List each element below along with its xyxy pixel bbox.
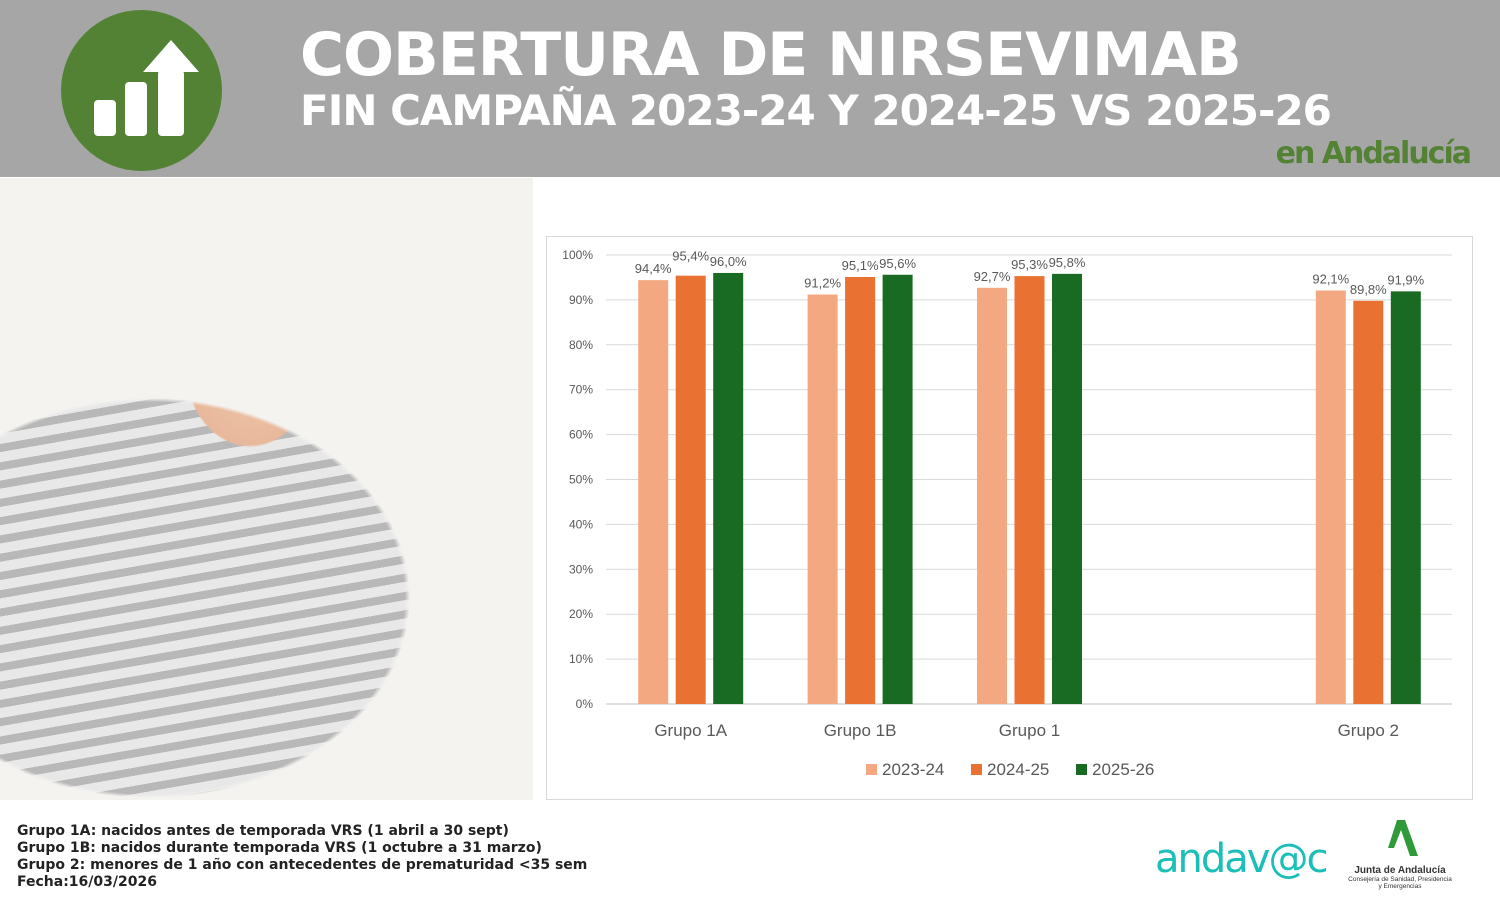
y-tick-label: 30% <box>569 562 593 576</box>
title-region: en Andalucía <box>1275 136 1472 171</box>
andavac-logo: andav@c <box>1155 836 1328 882</box>
title-line-1: COBERTURA DE NIRSEVIMAB <box>300 20 1242 90</box>
junta-name: Junta de Andalucía <box>1354 865 1446 876</box>
y-tick-label: 10% <box>569 652 593 666</box>
y-tick-label: 80% <box>569 338 593 352</box>
legend-label: 2024-25 <box>987 760 1049 779</box>
bar-chart-growth-icon <box>61 10 222 171</box>
bar-2024-25 <box>1353 300 1384 704</box>
legend-swatch <box>866 764 877 775</box>
title-line-2: FIN CAMPAÑA 2023-24 Y 2024-25 VS 2025-26 <box>300 86 1332 135</box>
data-label: 95,6% <box>879 256 916 271</box>
junta-a-icon <box>1388 820 1418 856</box>
y-tick-label: 50% <box>569 473 593 487</box>
footnotes: Grupo 1A: nacidos antes de temporada VRS… <box>17 823 587 891</box>
y-tick-label: 90% <box>569 293 593 307</box>
legend-label: 2023-24 <box>882 760 944 779</box>
data-label: 95,8% <box>1049 255 1086 270</box>
data-label: 92,7% <box>974 269 1011 284</box>
data-label: 89,8% <box>1350 282 1387 297</box>
y-tick-label: 60% <box>569 428 593 442</box>
data-label: 91,9% <box>1387 272 1424 287</box>
header-banner: COBERTURA DE NIRSEVIMAB FIN CAMPAÑA 2023… <box>0 0 1500 177</box>
y-tick-label: 0% <box>576 697 594 711</box>
bar-2024-25 <box>675 275 706 704</box>
data-label: 95,1% <box>842 258 879 273</box>
note-grupo-1a: Grupo 1A: nacidos antes de temporada VRS… <box>17 823 509 839</box>
junta-sub1: Consejería de Sanidad, Presidencia <box>1348 876 1452 883</box>
y-tick-label: 70% <box>569 383 593 397</box>
junta-sub2: y Emergencias <box>1378 883 1422 890</box>
coverage-bar-chart: 0% 10% 20% 30% 40% 50% 60% 70% 80% 90% 100% Grupo 1… <box>562 248 1452 779</box>
junta-andalucia-logo: Junta de Andalucía Consejería de Sanidad… <box>1345 818 1455 890</box>
note-grupo-2: Grupo 2: menores de 1 año con antecedent… <box>17 857 588 873</box>
data-label: 95,4% <box>672 249 709 264</box>
note-date: Fecha:16/03/2026 <box>17 874 157 890</box>
y-tick-label: 100% <box>562 248 593 262</box>
x-tick-label: Grupo 1 <box>999 721 1060 740</box>
y-tick-label: 40% <box>569 517 593 531</box>
data-label: 95,3% <box>1011 257 1048 272</box>
x-tick-label: Grupo 1B <box>824 721 897 740</box>
data-label: 96,0% <box>710 254 747 269</box>
x-tick-label: Grupo 1A <box>654 721 727 740</box>
bar-2023-24 <box>807 294 838 704</box>
data-label: 92,1% <box>1312 271 1349 286</box>
bar-2025-26 <box>1052 273 1082 704</box>
bar-2025-26 <box>713 272 744 704</box>
bar-2024-25 <box>1014 276 1045 704</box>
x-tick-label: Grupo 2 <box>1338 721 1399 740</box>
bar-2023-24 <box>638 280 669 704</box>
data-label: 94,4% <box>635 261 672 276</box>
bar-2025-26 <box>1390 291 1421 704</box>
bar-2023-24 <box>1315 290 1346 704</box>
note-grupo-1b: Grupo 1B: nacidos durante temporada VRS … <box>17 840 542 856</box>
legend-label: 2025-26 <box>1092 760 1154 779</box>
data-label: 91,2% <box>804 276 841 291</box>
bar-2023-24 <box>977 287 1007 704</box>
y-tick-label: 20% <box>569 607 593 621</box>
baby-photo <box>0 178 533 800</box>
legend-swatch <box>1076 764 1087 775</box>
legend-swatch <box>971 764 982 775</box>
bar-2025-26 <box>882 274 913 704</box>
bar-2024-25 <box>845 277 876 704</box>
